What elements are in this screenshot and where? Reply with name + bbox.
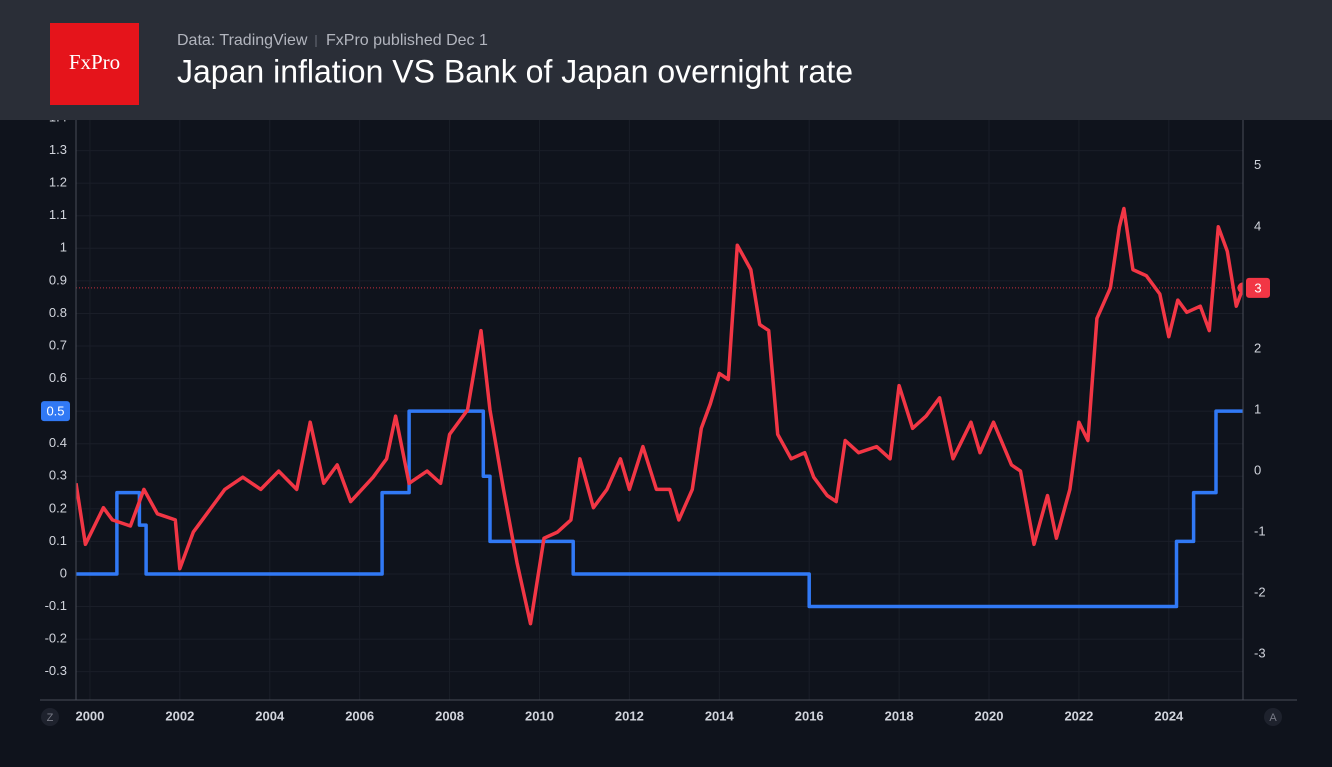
last-value-badge [41, 401, 70, 422]
x-tick-label: 2012 [615, 708, 644, 723]
chart-title: Japan inflation VS Bank of Japan overnig… [177, 53, 853, 89]
y2-tick-label: 2 [1254, 340, 1261, 355]
grid [76, 117, 1243, 700]
x-tick-label: 2006 [345, 708, 374, 723]
y2-tick-label: 5 [1254, 157, 1261, 172]
y-tick-label: 0.4 [49, 435, 67, 450]
y-tick-label: -0.2 [45, 631, 67, 646]
y-tick-label: -0.3 [45, 663, 67, 678]
y-tick-label: 0.9 [49, 272, 67, 287]
last-value-badge [1246, 277, 1270, 298]
published: FxPro published Dec 1 [326, 32, 488, 49]
y2-tick-label: -3 [1254, 646, 1266, 661]
y-tick-label: 1.2 [49, 175, 67, 190]
scale-controls: Z A [41, 708, 1282, 726]
x-tick-label: 2024 [1154, 708, 1184, 723]
y-tick-label: 0.7 [49, 337, 67, 352]
y-tick-label: 1 [60, 240, 67, 255]
x-tick-label: 2014 [705, 708, 735, 723]
scale-button-label[interactable]: Z [47, 712, 54, 724]
x-tick-label: 2016 [795, 708, 824, 723]
header-bg [0, 0, 1332, 120]
y2-tick-label: 1 [1254, 401, 1261, 416]
series-line [76, 206, 1243, 626]
x-tick-label: 2018 [885, 708, 914, 723]
y2-tick-label: 4 [1254, 218, 1261, 233]
y-tick-label: 0.1 [49, 533, 67, 548]
y-tick-label: 0.3 [49, 468, 67, 483]
x-tick-label: 2022 [1064, 708, 1093, 723]
scale-button[interactable] [41, 708, 59, 726]
y-tick-label: -0.1 [45, 598, 67, 613]
y-tick-label: 0.8 [49, 305, 67, 320]
scale-button[interactable] [1264, 708, 1282, 726]
x-tick-label: 2010 [525, 708, 554, 723]
y-tick-label: 1.3 [49, 142, 67, 157]
y-tick-label: 0.6 [49, 370, 67, 385]
x-tick-label: 2002 [165, 708, 194, 723]
y-tick-label: 0 [60, 565, 67, 580]
x-tick-label: 2004 [255, 708, 285, 723]
logo-text: FxPro [69, 50, 120, 74]
y2-tick-label: -1 [1254, 524, 1266, 539]
logo [50, 23, 139, 105]
header: FxPro Data: TradingView FxPro published … [0, 0, 1332, 120]
x-tick-label: 2008 [435, 708, 464, 723]
series-line [76, 409, 1243, 609]
last-value-dot [1237, 282, 1243, 294]
source: Data: TradingView [177, 32, 308, 49]
y2-tick-label: -2 [1254, 585, 1266, 600]
x-tick-label: 2000 [75, 708, 104, 723]
last-value-label: 3 [1254, 280, 1261, 295]
scale-button-label[interactable]: A [1269, 712, 1277, 724]
plot-area [76, 206, 1243, 626]
axes: -0.3 -0.2 -0.1 0 0.1 0.2 0.3 0.4 0.5 0.6 0.7 0.8 0.9… [40, 109, 1297, 723]
y-tick-label: 0.2 [49, 500, 67, 515]
x-tick-label: 2020 [975, 708, 1004, 723]
y-tick-label: 1.1 [49, 207, 67, 222]
y2-tick-label: 0 [1254, 462, 1261, 477]
last-value-label: 0.5 [46, 404, 64, 419]
